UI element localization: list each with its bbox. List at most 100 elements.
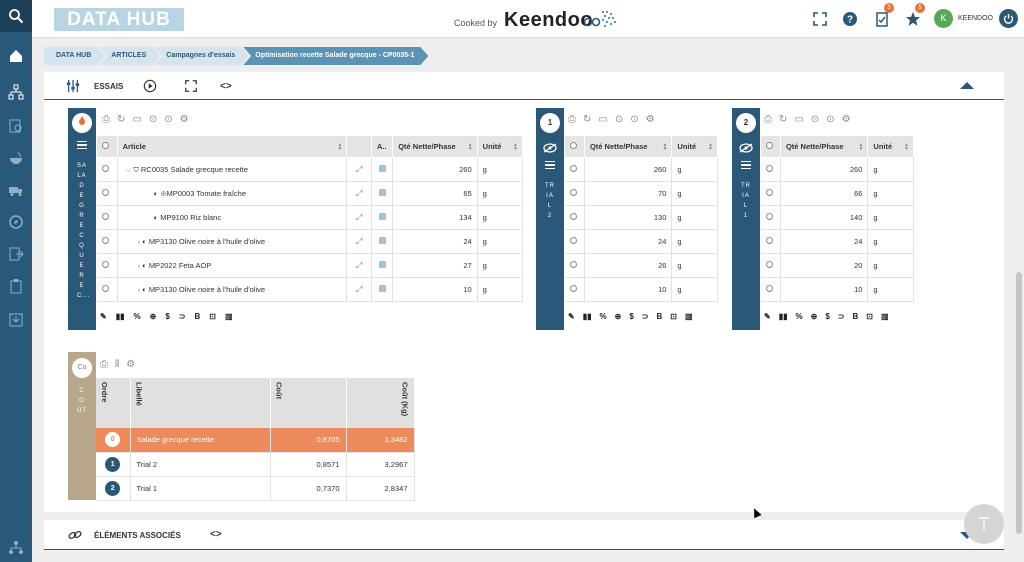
table-row[interactable]: › ◐ MP3130 Olive noire à l'huile d'olive…: [96, 277, 524, 302]
unit-header[interactable]: Unité ▲ ▼: [476, 135, 524, 158]
fullscreen-icon[interactable]: [812, 11, 828, 27]
table-row[interactable]: › ◐ MP2022 Feta AOP ⤢ 27 g: [96, 253, 524, 278]
checkbox[interactable]: [378, 165, 386, 172]
focus-icon[interactable]: ⊡: [209, 311, 216, 321]
export-nav-button[interactable]: [4, 242, 28, 266]
columns-icon[interactable]: ▥: [684, 311, 693, 321]
table-row[interactable]: 10 g: [564, 277, 718, 302]
menu-icon[interactable]: [77, 141, 87, 149]
columns-config-icon[interactable]: ⫴: [115, 359, 120, 370]
percent-icon[interactable]: %: [133, 311, 141, 321]
search-nav-button[interactable]: [0, 0, 32, 32]
user-name[interactable]: KEENDOO: [958, 15, 994, 22]
logout-button[interactable]: [999, 9, 1018, 28]
favorites-star-icon[interactable]: [905, 11, 921, 27]
dollar-icon[interactable]: $: [629, 311, 634, 321]
link-icon[interactable]: ⤢: [355, 188, 363, 198]
circle-up-icon[interactable]: ⊙: [826, 114, 835, 125]
row-radio[interactable]: [569, 237, 577, 244]
table-row[interactable]: 10 g: [760, 277, 914, 302]
link-icon[interactable]: ⤢: [355, 260, 363, 270]
org-chart-nav-button[interactable]: [4, 536, 28, 560]
tag-icon[interactable]: ⊃: [837, 311, 845, 321]
settings-icon[interactable]: ⚙: [645, 114, 655, 125]
print-icon[interactable]: ⎙: [764, 114, 772, 125]
table-row[interactable]: 2 Trial 1 0,7370 2,8347: [96, 476, 415, 501]
refresh-icon[interactable]: ↻: [117, 114, 126, 125]
checkbox[interactable]: [378, 189, 386, 196]
bold-icon[interactable]: B: [656, 311, 663, 321]
columns-icon[interactable]: ▥: [880, 311, 889, 321]
unit-header[interactable]: Unité ▲ ▼: [671, 135, 718, 158]
table-row[interactable]: 140 g: [760, 205, 914, 230]
menu-icon[interactable]: [545, 161, 555, 169]
page-scrollbar[interactable]: [1016, 72, 1022, 534]
trial-number-1[interactable]: 1: [540, 113, 560, 133]
a-header[interactable]: A..: [370, 135, 394, 158]
user-avatar[interactable]: K: [934, 9, 953, 28]
row-radio[interactable]: [765, 285, 773, 292]
qty-header[interactable]: Qté Nette/Phase ▲ ▼: [392, 135, 478, 158]
table-row[interactable]: 130 g: [564, 205, 718, 230]
table-row[interactable]: ◐ MP9100 Riz blanc ⤢ 134 g: [96, 205, 524, 230]
bar-chart-icon[interactable]: ▮▮: [115, 311, 125, 321]
qty-header[interactable]: Qté Nette/Phase ▲ ▼: [779, 135, 869, 158]
circle-down-icon[interactable]: ⊙: [810, 114, 820, 125]
related-code-toggle[interactable]: <>: [210, 529, 222, 540]
row-radio[interactable]: [101, 237, 109, 244]
row-radio[interactable]: [569, 189, 577, 196]
settings-icon[interactable]: ⚙: [179, 114, 189, 125]
table-row[interactable]: 70 g: [564, 181, 718, 206]
select-header[interactable]: [96, 135, 118, 158]
table-row[interactable]: 26 g: [564, 253, 718, 278]
edit-icon[interactable]: ✎: [764, 311, 771, 321]
play-icon[interactable]: [143, 79, 157, 93]
link-icon[interactable]: ⤢: [355, 236, 363, 246]
truck-nav-button[interactable]: [4, 178, 28, 202]
row-radio[interactable]: [569, 213, 577, 220]
table-row[interactable]: 260 g: [760, 157, 914, 182]
qty-header[interactable]: Qté Nette/Phase ▲ ▼: [583, 135, 673, 158]
circle-up-icon[interactable]: ⊙: [164, 114, 173, 125]
row-radio[interactable]: [101, 261, 109, 268]
hierarchy-nav-button[interactable]: [4, 80, 28, 104]
data-hub-logo[interactable]: DATA HUB: [54, 8, 184, 31]
eraser-icon[interactable]: ▭: [794, 114, 804, 125]
circle-down-icon[interactable]: ⊙: [148, 114, 158, 125]
eye-off-icon[interactable]: [739, 143, 753, 153]
row-radio[interactable]: [101, 165, 109, 172]
bold-icon[interactable]: B: [194, 311, 201, 321]
edit-icon[interactable]: ✎: [100, 311, 107, 321]
expand-icon[interactable]: [184, 79, 198, 93]
bar-chart-icon[interactable]: ▮▮: [778, 311, 788, 321]
cost-kg-header[interactable]: Coût (Kg): [346, 378, 415, 428]
breadcrumb-articles[interactable]: ARTICLES: [99, 47, 160, 65]
label-header[interactable]: Libellé: [130, 378, 271, 428]
table-row[interactable]: 66 g: [760, 181, 914, 206]
row-radio[interactable]: [569, 261, 577, 268]
scroll-top-button[interactable]: [964, 504, 1004, 544]
print-icon[interactable]: ⎙: [100, 359, 108, 370]
table-row[interactable]: 0 Salade grecque recette 0,8705 3,3482: [96, 428, 415, 453]
row-radio[interactable]: [101, 213, 109, 220]
checkbox[interactable]: [378, 261, 386, 268]
breadcrumb-data-hub[interactable]: DATA HUB: [44, 47, 105, 65]
tag-icon[interactable]: ⊃: [178, 311, 186, 321]
link-icon[interactable]: ⤢: [355, 284, 363, 294]
eye-off-icon[interactable]: [543, 143, 557, 153]
help-icon[interactable]: ?: [842, 11, 858, 27]
unit-header[interactable]: Unité ▲ ▼: [867, 135, 914, 158]
menu-icon[interactable]: [741, 161, 751, 169]
row-radio[interactable]: [765, 213, 773, 220]
link-icon[interactable]: ⤢: [355, 212, 363, 222]
row-radio[interactable]: [101, 189, 109, 196]
breadcrumb-campaigns[interactable]: Campagnes d'essais: [154, 47, 249, 65]
dollar-icon[interactable]: $: [165, 311, 170, 321]
recipe-circle[interactable]: [72, 113, 92, 133]
table-row[interactable]: ◐ ⊕MP0003 Tomate fraîche ⤢ 65 g: [96, 181, 524, 206]
row-radio[interactable]: [765, 189, 773, 196]
table-row[interactable]: ⌵ ⛉ RC0035 Salade grecque recette ⤢ 260 …: [96, 157, 524, 182]
percent-icon[interactable]: %: [599, 311, 607, 321]
row-radio[interactable]: [569, 165, 577, 172]
checkbox[interactable]: [378, 285, 386, 292]
